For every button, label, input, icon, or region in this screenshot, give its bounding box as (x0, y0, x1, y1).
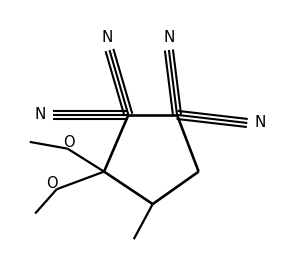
Text: O: O (46, 176, 58, 191)
Text: N: N (34, 106, 45, 121)
Text: N: N (164, 30, 175, 45)
Text: N: N (102, 30, 113, 45)
Text: O: O (63, 135, 75, 150)
Text: N: N (255, 115, 266, 130)
